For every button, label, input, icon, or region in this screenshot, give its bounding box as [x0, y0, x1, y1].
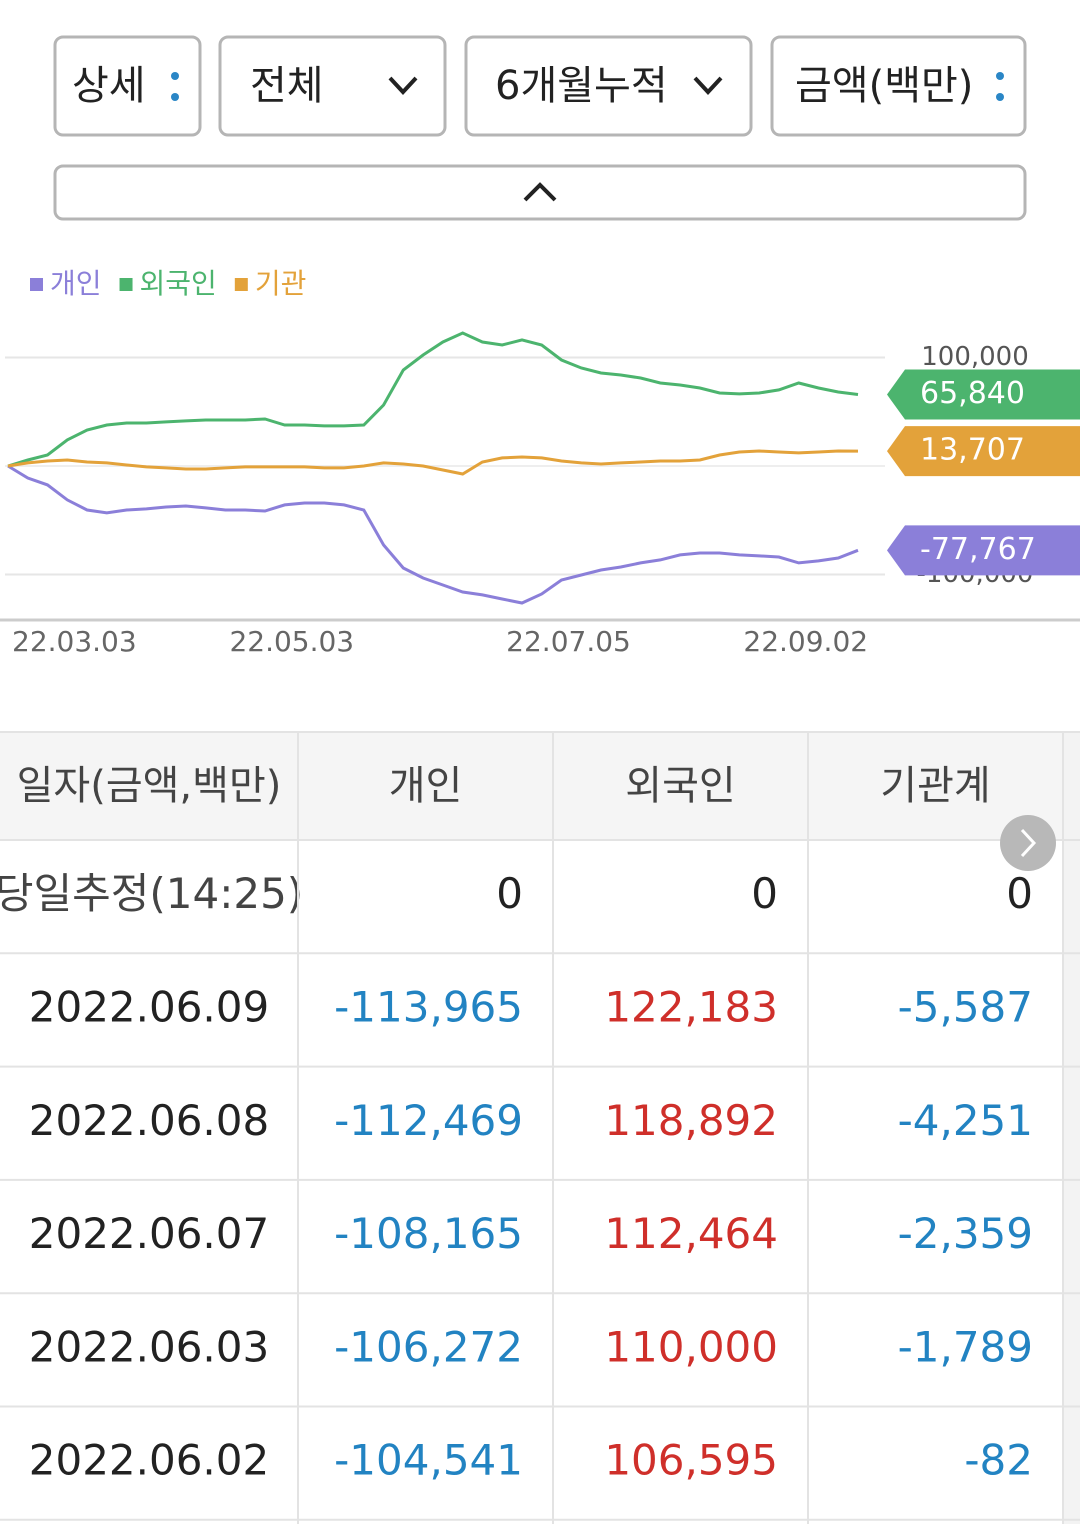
x-tick-label: 22.09.02 [743, 625, 868, 658]
unit-label: 금액(백만) [795, 63, 973, 109]
controls: 상세 전체 6개월누적 금액(백만) [53, 35, 1027, 221]
dot [171, 93, 179, 101]
value-cell: 112,464 [604, 1209, 778, 1258]
scroll-strip [1063, 732, 1080, 1524]
legend-label: 개인 [50, 267, 102, 300]
end-badge [887, 525, 1080, 576]
value-cell: -1,789 [898, 1322, 1033, 1371]
value-cell: -108,165 [334, 1209, 523, 1258]
value-cell: -113,965 [334, 982, 523, 1031]
chevron [388, 76, 418, 95]
scope-dropdown[interactable] [218, 35, 447, 137]
chevron-up [523, 182, 557, 202]
value-cell: 0 [751, 869, 778, 918]
end-badge [887, 369, 1080, 420]
legend-swatch [119, 278, 133, 291]
chevron-right [1020, 828, 1037, 858]
value-cell: -112,469 [334, 1096, 523, 1145]
column-header: 일자(금액,백만) [17, 763, 282, 809]
legend-label: 기관 [255, 267, 307, 300]
value-cell: -104,541 [334, 1436, 523, 1485]
period-dropdown[interactable] [464, 35, 753, 137]
value-cell: 106,595 [604, 1436, 778, 1485]
date-cell: 2022.06.07 [29, 1209, 269, 1258]
date-cell: 2022.06.08 [29, 1096, 269, 1145]
legend-swatch [30, 278, 43, 291]
end-label: 13,707 [920, 433, 1025, 468]
chart: 개인외국인기관100,000-100,00022.03.0322.05.0322… [0, 267, 1080, 658]
date-cell: 2022.06.02 [29, 1436, 269, 1485]
date-cell: 2022.06.03 [29, 1322, 269, 1371]
date-cell: 당일추정(14:25) [0, 869, 303, 918]
y-tick-label: 100,000 [921, 342, 1029, 372]
series-line [7, 449, 859, 476]
header-bg [0, 732, 1080, 840]
series-line [7, 331, 859, 468]
value-cell: 118,892 [604, 1096, 778, 1145]
column-header: 외국인 [625, 763, 735, 809]
x-tick-label: 22.07.05 [506, 625, 631, 658]
value-cell: -106,272 [334, 1322, 523, 1371]
value-cell: 122,183 [604, 982, 778, 1031]
column-header: 기관계 [880, 763, 990, 809]
date-cell: 2022.06.09 [29, 982, 269, 1031]
detail-label: 상세 [72, 63, 146, 109]
end-label: -77,767 [920, 532, 1036, 567]
dot [996, 72, 1004, 80]
x-tick-label: 22.05.03 [229, 625, 354, 658]
end-badge [887, 426, 1080, 477]
value-cell: -5,587 [898, 982, 1033, 1031]
end-label: 65,840 [920, 376, 1025, 411]
collapse-button[interactable] [53, 164, 1027, 221]
value-cell: -82 [964, 1436, 1033, 1485]
value-cell: -2,359 [898, 1209, 1033, 1258]
legend-swatch [234, 278, 248, 291]
scroll-right-button[interactable] [1000, 815, 1056, 871]
detail-dropdown[interactable] [53, 35, 202, 137]
dot [171, 72, 179, 80]
dot [996, 93, 1004, 101]
scope-label: 전체 [250, 63, 324, 109]
value-cell: 110,000 [604, 1322, 778, 1371]
value-cell: 0 [496, 869, 523, 918]
x-tick-label: 22.03.03 [12, 625, 137, 658]
legend-label: 외국인 [140, 267, 217, 300]
chevron [693, 76, 723, 95]
unit-dropdown[interactable] [770, 35, 1027, 137]
column-header: 개인 [389, 763, 463, 809]
period-label: 6개월누적 [495, 63, 668, 109]
value-cell: 0 [1006, 869, 1033, 918]
value-cell: -4,251 [898, 1096, 1033, 1145]
series-line [7, 464, 859, 605]
